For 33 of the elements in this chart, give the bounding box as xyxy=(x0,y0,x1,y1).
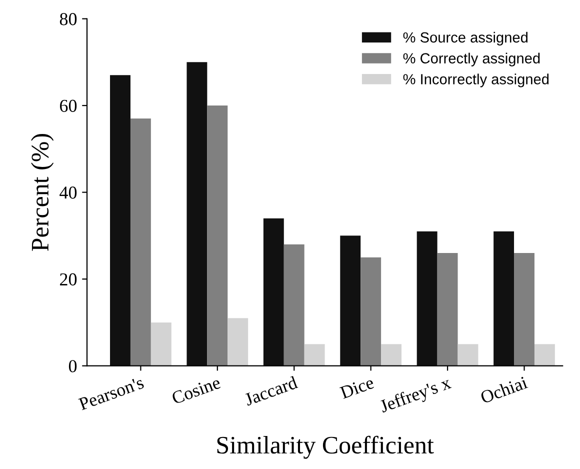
y-tick-label: 0 xyxy=(68,360,77,372)
bar xyxy=(228,318,248,366)
y-axis-title: Percent (%) xyxy=(30,134,54,251)
legend-label: % Source assigned xyxy=(403,32,528,46)
bar xyxy=(130,118,151,366)
bar xyxy=(514,253,534,366)
bar xyxy=(110,75,130,366)
x-axis-title: Similarity Coefficient xyxy=(217,436,434,459)
bar xyxy=(534,344,555,366)
x-tick-label: Cosine xyxy=(171,376,222,404)
bar xyxy=(437,253,458,366)
bar xyxy=(458,344,478,366)
legend-label: % Incorrectly assigned xyxy=(403,74,549,88)
legend-label: % Correctly assigned xyxy=(403,52,540,66)
bar xyxy=(360,257,382,366)
bar xyxy=(304,344,325,366)
bar xyxy=(150,322,172,366)
bar xyxy=(207,106,228,366)
x-tick-label: Jaccard xyxy=(244,376,298,406)
bar xyxy=(186,62,208,366)
bar xyxy=(263,218,284,366)
bar xyxy=(340,236,361,366)
x-tick-label: Ochiai xyxy=(480,376,528,404)
bar xyxy=(416,231,438,366)
y-tick-label: 60 xyxy=(60,100,77,112)
y-tick-label: 80 xyxy=(60,13,77,26)
bar xyxy=(381,344,402,366)
x-tick-label: Dice xyxy=(339,376,375,399)
y-tick-label: 20 xyxy=(60,273,77,286)
bar xyxy=(494,231,514,366)
x-tick-label: Jeffrey's x xyxy=(378,376,454,416)
bar xyxy=(284,244,304,366)
y-tick-label: 40 xyxy=(60,186,77,199)
